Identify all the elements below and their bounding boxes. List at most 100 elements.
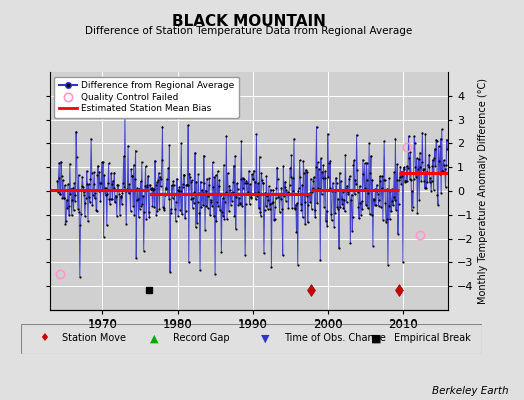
Point [310, 207, 319, 213]
Point [228, 198, 236, 204]
Point [365, 140, 373, 146]
Point [233, 186, 242, 192]
Point [419, 167, 427, 173]
Point [421, 131, 430, 137]
Point [262, 173, 270, 180]
Point [216, 207, 224, 214]
Point [395, 201, 403, 207]
Point [150, 204, 159, 210]
Point [303, 168, 311, 175]
Point [58, 173, 66, 179]
Point [184, 122, 192, 128]
Point [141, 163, 150, 170]
Point [206, 212, 214, 218]
Point [409, 203, 417, 210]
Point [389, 194, 398, 200]
Point [267, 264, 276, 270]
Point [380, 176, 389, 183]
Point [385, 175, 394, 182]
Point [157, 176, 166, 182]
Point [274, 194, 282, 200]
Point [163, 190, 172, 197]
Point [307, 176, 315, 182]
Point [232, 193, 241, 200]
Point [146, 185, 155, 192]
Point [120, 184, 128, 190]
Point [235, 200, 244, 206]
Point [432, 136, 440, 143]
Point [286, 165, 294, 171]
Point [93, 172, 102, 178]
Point [305, 190, 313, 197]
Point [59, 177, 67, 183]
Point [64, 181, 72, 188]
Point [402, 163, 411, 169]
Point [379, 216, 387, 223]
Point [401, 177, 409, 184]
Point [83, 180, 92, 187]
Point [219, 213, 227, 219]
Point [363, 160, 371, 166]
Point [297, 201, 305, 207]
Point [210, 174, 219, 181]
Point [58, 195, 67, 201]
Point [106, 196, 115, 202]
Point [432, 138, 441, 144]
Point [338, 201, 346, 207]
Point [160, 205, 169, 212]
Point [393, 161, 401, 167]
Point [350, 157, 358, 164]
Point [194, 171, 202, 178]
Point [258, 176, 266, 183]
Point [132, 254, 140, 261]
Point [228, 189, 237, 195]
Point [419, 166, 428, 172]
Point [138, 200, 147, 207]
Point [91, 195, 99, 202]
Point [145, 214, 154, 221]
Point [337, 178, 345, 184]
Point [190, 189, 199, 196]
Point [110, 169, 118, 176]
Point [199, 190, 207, 196]
Point [325, 160, 333, 166]
Point [129, 162, 138, 168]
Point [196, 178, 205, 185]
Point [186, 174, 194, 180]
Point [347, 197, 355, 203]
Point [172, 199, 180, 205]
Point [112, 194, 121, 200]
Point [392, 207, 400, 213]
Point [197, 204, 205, 210]
Point [366, 211, 374, 218]
Point [353, 167, 362, 173]
Point [273, 164, 281, 171]
Point [235, 194, 243, 201]
Text: 2000: 2000 [313, 318, 343, 331]
Point [238, 174, 247, 181]
Point [404, 165, 412, 171]
Point [94, 162, 102, 169]
Point [241, 180, 249, 186]
Point [239, 185, 247, 192]
Point [65, 212, 73, 218]
Point [234, 202, 243, 208]
Point [95, 169, 103, 175]
Point [169, 178, 177, 184]
Point [328, 217, 336, 224]
Point [285, 190, 293, 197]
Point [229, 179, 237, 185]
Point [379, 177, 388, 183]
Point [236, 176, 245, 182]
Point [231, 152, 239, 159]
Point [167, 206, 175, 212]
Point [276, 191, 285, 197]
Point [241, 252, 249, 258]
Point [299, 158, 308, 164]
Point [206, 197, 215, 203]
Point [175, 184, 183, 190]
Point [89, 192, 97, 198]
Point [280, 192, 288, 199]
Point [223, 216, 231, 223]
Point [207, 199, 215, 206]
